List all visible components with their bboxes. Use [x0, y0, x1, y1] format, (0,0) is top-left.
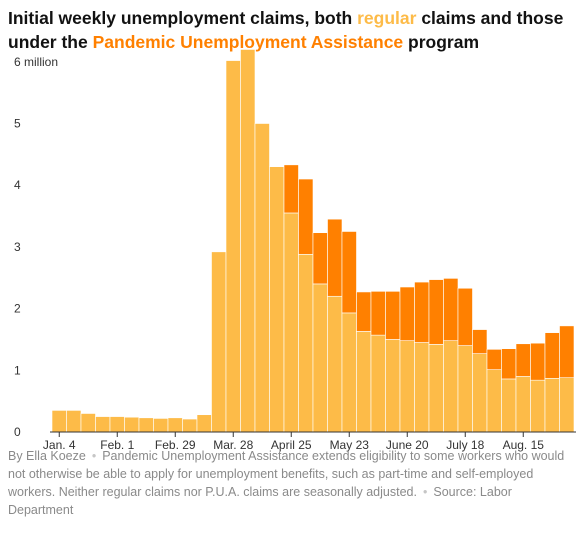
bar-pua-34	[544, 332, 560, 379]
bar-regular-34	[544, 378, 560, 433]
bar-pua-33	[530, 342, 546, 381]
bar-pua-24	[399, 286, 415, 341]
bars-group	[51, 49, 575, 433]
y-tick-label-0: 0	[14, 425, 21, 439]
bar-regular-7	[153, 418, 169, 433]
y-tick-label-2: 2	[14, 302, 21, 316]
bar-pua-21	[356, 291, 372, 332]
bar-regular-1	[66, 410, 82, 433]
bar-regular-3	[95, 416, 111, 433]
x-tick-label-12: Mar. 28	[213, 438, 253, 452]
bar-pua-16	[283, 164, 299, 214]
bar-pua-19	[327, 218, 343, 297]
x-tick-label-16: April 25	[271, 438, 312, 452]
bar-regular-19	[327, 295, 343, 433]
bar-regular-26	[428, 344, 444, 433]
x-tick-label-20: May 23	[330, 438, 370, 452]
bar-regular-31	[501, 378, 517, 433]
bar-pua-25	[414, 281, 430, 343]
bar-regular-2	[80, 413, 96, 433]
note-separator-1: •	[91, 449, 97, 463]
y-tick-label-4: 4	[14, 178, 21, 192]
x-tick-label-8: Feb. 29	[155, 438, 196, 452]
note-separator-2: •	[422, 485, 428, 499]
bar-regular-28	[457, 345, 473, 433]
bar-regular-9	[182, 418, 198, 433]
note-description: Pandemic Unemployment Assistance extends…	[8, 449, 565, 499]
title-regular-highlight: regular	[357, 8, 417, 28]
bar-regular-11	[211, 251, 227, 433]
bar-pua-18	[312, 232, 328, 285]
title-part-1: Initial weekly unemployment claims, both	[8, 8, 358, 28]
title-pua-highlight: Pandemic Unemployment Assistance	[92, 32, 404, 52]
bar-pua-22	[370, 291, 386, 336]
bar-regular-27	[443, 340, 459, 433]
chart-title: Initial weekly unemployment claims, both…	[8, 6, 570, 54]
title-part-2: claims and those under the	[8, 8, 564, 52]
bar-regular-23	[385, 339, 401, 433]
bar-regular-6	[138, 417, 154, 433]
title-part-3: program	[403, 32, 480, 52]
bar-regular-17	[298, 254, 314, 433]
bar-pua-26	[428, 279, 444, 345]
bar-regular-13	[240, 49, 256, 433]
bar-regular-16	[283, 212, 299, 433]
bar-pua-27	[443, 278, 459, 341]
x-tick-label-24: June 20	[386, 438, 429, 452]
x-tick-label-32: Aug. 15	[503, 438, 545, 452]
bar-regular-5	[124, 416, 140, 433]
bar-regular-8	[167, 417, 183, 433]
bar-regular-14	[254, 123, 270, 433]
x-tick-label-0: Jan. 4	[43, 438, 76, 452]
x-tick-label-4: Feb. 1	[100, 438, 134, 452]
bar-regular-33	[530, 379, 546, 433]
bar-regular-21	[356, 331, 372, 433]
y-tick-label-1: 1	[14, 363, 21, 377]
bar-regular-15	[269, 166, 285, 433]
bar-pua-17	[298, 178, 314, 255]
bar-pua-32	[515, 343, 531, 377]
bar-pua-30	[486, 349, 502, 370]
bar-regular-20	[341, 312, 357, 433]
bar-pua-20	[341, 231, 357, 314]
bar-regular-18	[312, 283, 328, 433]
bar-pua-28	[457, 287, 473, 346]
bar-regular-22	[370, 334, 386, 433]
bar-regular-32	[515, 376, 531, 433]
x-axis-ticks: Jan. 4 Feb. 1 Feb. 29 Mar. 28 April 25 May 23…	[43, 432, 544, 452]
y-tick-label-5: 5	[14, 117, 21, 131]
bar-regular-4	[109, 416, 125, 433]
bar-pua-23	[385, 291, 401, 340]
bar-pua-35	[559, 325, 575, 379]
y-tick-label-3: 3	[14, 240, 21, 254]
bar-regular-30	[486, 369, 502, 433]
bar-regular-25	[414, 342, 430, 433]
byline: By Ella Koeze	[8, 449, 86, 463]
y-axis-ticks: 0 1 2 3 4 5 6 million	[14, 55, 58, 439]
x-tick-label-28: July 18	[446, 438, 484, 452]
bar-pua-29	[472, 329, 488, 354]
bar-regular-0	[51, 410, 67, 433]
bar-pua-31	[501, 348, 517, 380]
chart-note: By Ella Koeze • Pandemic Unemployment Assi…	[8, 447, 570, 519]
note-source: Source: Labor Department	[8, 485, 512, 517]
y-tick-label-6: 6 million	[14, 55, 58, 69]
bar-regular-24	[399, 340, 415, 433]
bar-regular-29	[472, 353, 488, 433]
bar-regular-10	[196, 414, 212, 433]
bar-regular-12	[225, 60, 241, 433]
bar-regular-35	[559, 377, 575, 433]
